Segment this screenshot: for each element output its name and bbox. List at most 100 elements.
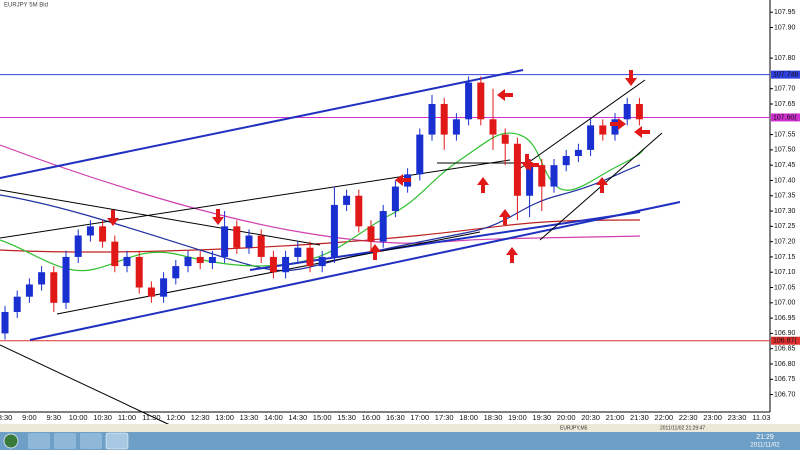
candle-body [38, 272, 46, 285]
level-tag [771, 70, 800, 79]
candle-body [74, 235, 82, 257]
candle-body [147, 287, 155, 297]
time-label: 14:30 [288, 413, 307, 422]
candle-body [257, 235, 265, 257]
candle-body [355, 195, 363, 227]
candle-body [269, 256, 277, 273]
time-label: 16:00 [362, 413, 381, 422]
level-tag [771, 113, 800, 122]
trend-line [0, 344, 171, 426]
y-tick-label: 106.95 [774, 315, 796, 322]
time-label: 9:00 [22, 413, 37, 422]
time-label: 16:30 [386, 413, 405, 422]
candle-body [587, 125, 595, 150]
taskbar-explorer[interactable] [28, 433, 50, 449]
candle-body [184, 256, 192, 267]
candle-body [452, 119, 460, 135]
trend-line [29, 201, 681, 341]
candle-body [611, 119, 619, 135]
trend-line [0, 189, 321, 246]
time-label: 11.03 [752, 413, 770, 422]
time-label: 9:30 [46, 413, 61, 422]
y-tick-label: 107.10 [774, 269, 796, 276]
trend-line [514, 79, 646, 173]
taskbar-browser[interactable] [54, 433, 76, 449]
window-title: EURJPY 5M Bid [4, 3, 48, 9]
candle-body [379, 211, 387, 242]
candles [1, 76, 643, 340]
candle-body [86, 226, 94, 236]
candle-body [489, 119, 497, 135]
y-tick-label: 107.90 [774, 24, 796, 31]
candle-body [391, 186, 399, 212]
candle-body [1, 311, 9, 334]
trend-line [0, 69, 524, 179]
price-axis: 106.70 106.75 106.80 106.85 106.90 106.95 107.… [770, 9, 796, 398]
candle-body [123, 256, 131, 267]
status-symbol: EURJPY,M5 [560, 425, 588, 431]
clock-date: 2011/11/02 [750, 443, 780, 449]
time-label: 8:30 [0, 413, 12, 422]
candle-body [550, 165, 558, 187]
trend-line [0, 159, 511, 239]
trend-line [249, 211, 641, 271]
y-tick-label: 107.25 [774, 223, 796, 230]
candle-body [135, 256, 143, 288]
candle-body [526, 165, 534, 196]
y-tick-label: 107.70 [774, 86, 796, 93]
y-tick-label: 106.75 [774, 376, 796, 383]
y-tick-label: 106.70 [774, 391, 796, 398]
candle-body [245, 235, 253, 248]
time-label: 22:00 [654, 413, 673, 422]
time-label: 15:00 [313, 413, 332, 422]
time-label: 12:30 [191, 413, 210, 422]
level-label: 107.60( [773, 114, 797, 121]
taskbar-trader[interactable] [105, 432, 129, 450]
start-button[interactable] [3, 433, 19, 449]
time-axis: 8:30 9:00 9:30 10:00 10:30 11:00 11:30 12:00 12:… [0, 413, 771, 422]
level-tag [771, 336, 800, 345]
candle-body [294, 247, 302, 257]
y-tick-label: 107.00 [774, 300, 796, 307]
candle-body [196, 256, 204, 264]
candle-body [99, 226, 107, 242]
level-label: 107.746 [773, 71, 798, 78]
y-tick-label: 107.95 [774, 9, 796, 16]
time-label: 11:00 [118, 413, 136, 422]
candle-body [501, 134, 509, 144]
time-label: 18:30 [484, 413, 503, 422]
taskbar-folder[interactable] [80, 433, 102, 449]
y-tick-label: 107.50 [774, 147, 796, 154]
candle-body [221, 226, 229, 257]
y-tick-label: 107.35 [774, 193, 796, 200]
ma-red [0, 219, 641, 253]
level-label: 106.87( [773, 338, 797, 345]
time-label: 19:30 [532, 413, 551, 422]
y-tick-label: 107.40 [774, 177, 796, 184]
clock-time: 21:29 [756, 434, 774, 441]
status-bar [0, 424, 800, 432]
y-tick-label: 107.65 [774, 101, 796, 108]
status-time: 2011/11/02 21:29:47 [660, 425, 705, 431]
candle-body [25, 284, 33, 297]
candle-body [318, 256, 326, 267]
candle-body [574, 149, 582, 156]
candle-body [513, 143, 521, 196]
candle-body [562, 155, 570, 166]
time-label: 13:30 [240, 413, 259, 422]
y-tick-label: 107.55 [774, 131, 796, 138]
candle-body [635, 103, 643, 120]
candle-body [599, 125, 607, 135]
candle-body [233, 226, 241, 248]
candle-body [50, 272, 58, 303]
y-tick-label: 106.80 [774, 361, 796, 368]
time-label: 17:00 [410, 413, 429, 422]
trend-line [56, 231, 481, 315]
y-tick-label: 107.05 [774, 284, 796, 291]
y-tick-label: 107.80 [774, 55, 796, 62]
candle-body [208, 256, 216, 264]
time-label: 19:00 [508, 413, 527, 422]
candle-body [465, 82, 473, 120]
levels: 107.746 107.60( 106.87( [0, 70, 800, 345]
